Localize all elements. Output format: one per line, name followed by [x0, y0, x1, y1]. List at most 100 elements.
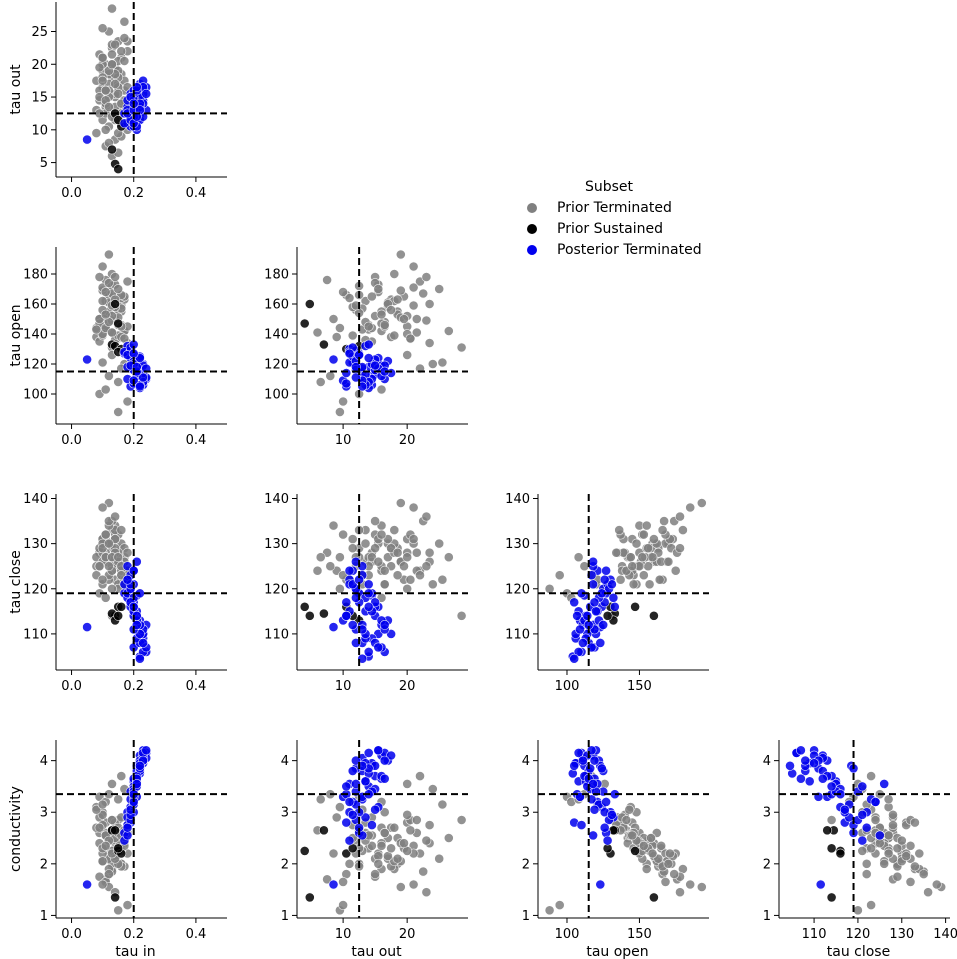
point-posterior-terminated — [578, 638, 588, 648]
point-prior-terminated — [376, 309, 387, 320]
point-prior-terminated — [408, 534, 419, 544]
point-prior-terminated — [325, 561, 336, 572]
point-prior-terminated — [97, 574, 108, 585]
point-prior-terminated — [97, 261, 108, 272]
point-prior-terminated — [437, 799, 448, 810]
point-posterior-terminated — [341, 610, 352, 621]
point-prior-terminated — [399, 838, 409, 849]
x-tick-label: 0.4 — [186, 679, 207, 694]
panel-tau_in-vs-tau_close: 0.0 0.2 0.4 110 120 130 140 tau close — [8, 492, 227, 694]
point-prior-terminated — [107, 3, 117, 14]
point-prior-terminated — [113, 552, 124, 563]
point-prior-terminated — [456, 342, 467, 353]
y-tick-label: 130 — [23, 537, 48, 552]
point-prior-terminated — [402, 809, 413, 820]
point-posterior-terminated — [138, 638, 148, 648]
y-tick-label: 2 — [522, 857, 530, 872]
y-tick-label: 5 — [40, 156, 48, 171]
point-posterior-terminated — [804, 776, 815, 787]
point-posterior-terminated — [809, 758, 819, 769]
point-prior-terminated — [883, 848, 894, 859]
point-prior-terminated — [408, 282, 419, 293]
point-prior-terminated — [644, 579, 655, 590]
point-prior-terminated — [408, 502, 419, 513]
point-prior-terminated — [395, 882, 406, 892]
point-posterior-terminated — [569, 760, 580, 771]
y-tick-label: 2 — [40, 857, 48, 872]
point-prior-terminated — [638, 529, 649, 540]
point-prior-terminated — [408, 879, 419, 890]
point-prior-terminated — [379, 565, 390, 576]
y-tick-label: 3 — [40, 806, 48, 821]
point-prior-terminated — [315, 552, 326, 563]
point-posterior-terminated — [575, 624, 585, 635]
point-prior-sustained — [822, 825, 833, 836]
point-prior-terminated — [347, 543, 358, 554]
point-posterior-terminated — [82, 622, 92, 632]
panel-points — [82, 3, 152, 174]
point-prior-terminated — [554, 570, 565, 581]
point-prior-terminated — [418, 288, 429, 299]
point-prior-sustained — [304, 299, 315, 309]
point-posterior-terminated — [328, 879, 339, 890]
y-tick-label: 140 — [505, 492, 530, 507]
point-prior-terminated — [421, 887, 432, 898]
point-prior-terminated — [649, 534, 659, 544]
y-tick-label: 160 — [264, 298, 289, 313]
point-prior-terminated — [424, 338, 435, 348]
point-posterior-terminated — [589, 804, 600, 815]
y-axis-label: conductivity — [8, 786, 24, 872]
point-posterior-terminated — [328, 354, 339, 365]
point-prior-terminated — [427, 579, 438, 590]
y-tick-label: 140 — [23, 328, 48, 343]
x-axis-label: tau in — [115, 944, 155, 959]
point-prior-terminated — [392, 570, 403, 581]
point-posterior-terminated — [573, 647, 584, 657]
panel-tau_out-vs-tau_close: 10 20 110 120 130 140 — [264, 492, 468, 694]
x-tick-label: 0.0 — [61, 927, 82, 942]
point-prior-sustained — [649, 892, 659, 903]
y-tick-label: 3 — [522, 806, 530, 821]
point-posterior-terminated — [857, 809, 868, 820]
point-prior-terminated — [857, 846, 868, 856]
point-prior-terminated — [647, 552, 658, 563]
point-posterior-terminated — [82, 134, 92, 145]
legend-entry-posterior-terminated: Posterior Terminated — [527, 242, 702, 258]
legend-label-prior-sustained: Prior Sustained — [557, 221, 663, 237]
point-prior-terminated — [443, 552, 454, 563]
point-prior-terminated — [421, 315, 432, 326]
point-prior-terminated — [888, 820, 898, 830]
point-prior-terminated — [675, 543, 685, 554]
point-prior-sustained — [107, 144, 117, 155]
point-prior-terminated — [905, 840, 916, 851]
x-tick-label: 150 — [627, 927, 652, 942]
point-prior-terminated — [621, 815, 632, 825]
point-prior-terminated — [641, 864, 652, 874]
point-posterior-terminated — [360, 812, 371, 823]
point-prior-terminated — [331, 332, 342, 342]
x-tick-label: 0.4 — [186, 927, 207, 942]
point-prior-terminated — [663, 556, 674, 567]
panel-tau_in-vs-tau_open: 0.0 0.2 0.4 100 120 140 160 180 tau open — [8, 247, 227, 448]
panel-points — [82, 745, 152, 916]
point-posterior-terminated — [122, 822, 133, 833]
point-prior-terminated — [866, 900, 876, 910]
y-tick-label: 4 — [763, 754, 771, 769]
point-prior-terminated — [654, 574, 665, 585]
point-prior-terminated — [665, 848, 675, 859]
point-prior-terminated — [389, 525, 400, 535]
point-prior-sustained — [110, 825, 120, 836]
x-axis-label: tau out — [351, 944, 402, 959]
point-prior-terminated — [389, 330, 400, 341]
point-prior-sustained — [116, 601, 127, 612]
point-prior-terminated — [113, 905, 124, 916]
point-posterior-terminated — [363, 647, 374, 657]
point-posterior-terminated — [344, 348, 355, 359]
y-tick-label: 100 — [23, 388, 48, 403]
point-posterior-terminated — [608, 592, 619, 603]
point-prior-sustained — [826, 892, 837, 903]
point-posterior-terminated — [826, 781, 837, 792]
legend-entry-prior-sustained: Prior Sustained — [527, 221, 663, 237]
y-tick-label: 140 — [264, 328, 289, 343]
